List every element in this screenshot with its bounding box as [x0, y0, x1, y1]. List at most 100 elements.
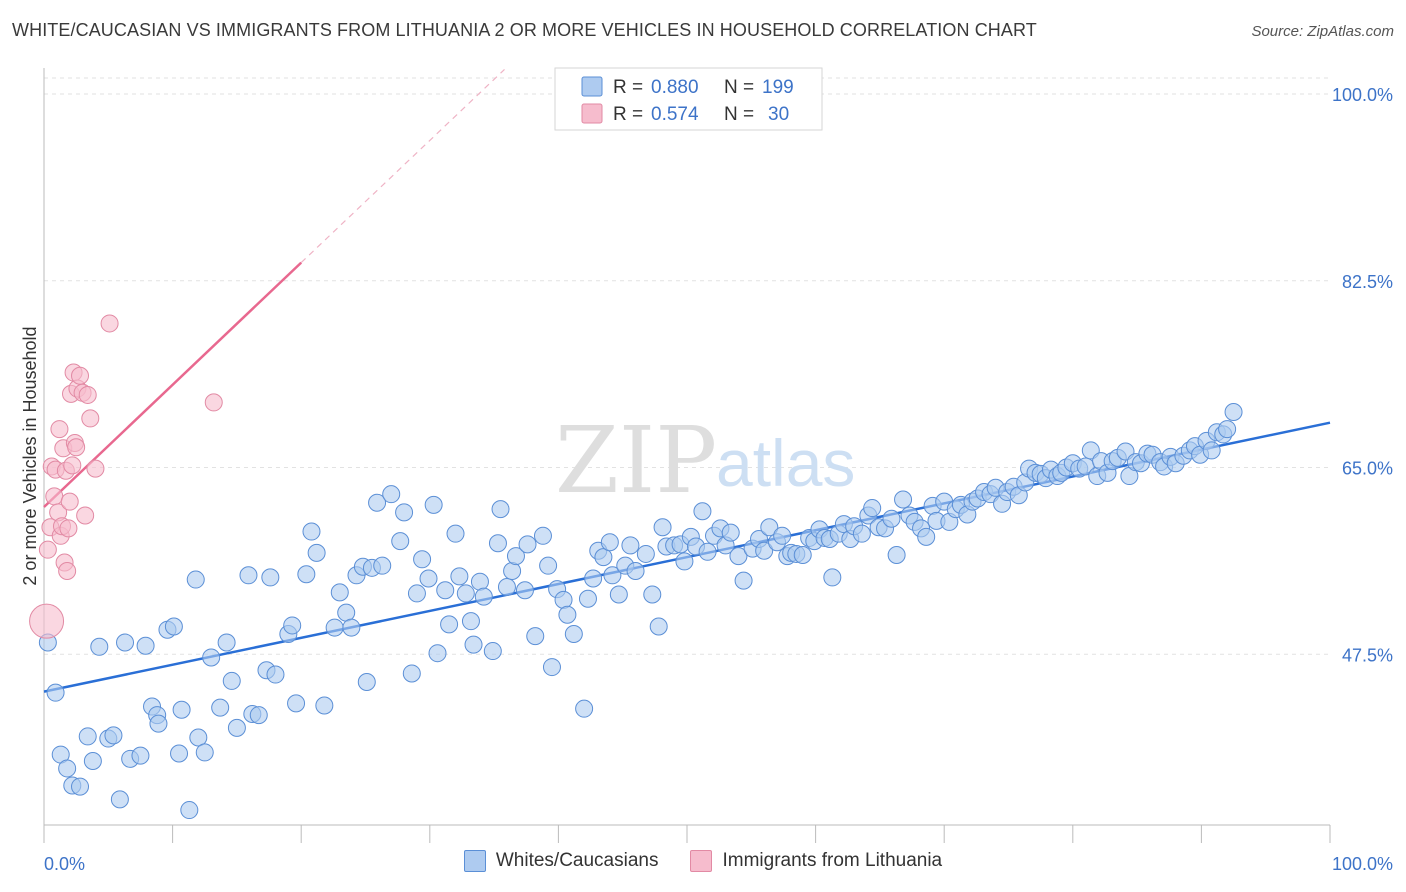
point-whites [83, 751, 102, 770]
point-whites [357, 673, 376, 692]
legend-swatch-blue [581, 76, 603, 97]
point-whites [497, 578, 516, 597]
point-whites [391, 532, 410, 551]
legend-n-label-1: N = [724, 77, 754, 98]
point-whites [419, 569, 438, 588]
point-whites [594, 548, 613, 567]
point-whites [172, 700, 191, 719]
point-whites [46, 683, 65, 702]
point-whites [395, 503, 414, 522]
point-whites [440, 615, 459, 634]
point-whites [653, 518, 672, 537]
tick-labels: 47.5% 65.0% 82.5% 100.0% 0.0% 100.0% [44, 85, 1393, 874]
point-whites [450, 567, 469, 586]
legend-label-lithuania: Immigrants from Lithuania [722, 850, 943, 871]
trend-extension-lithuania [300, 69, 505, 264]
point-whites [698, 542, 717, 561]
point-whites [643, 585, 662, 604]
point-whites [793, 546, 812, 565]
legend-item-whites: Whites/Caucasians [463, 850, 659, 872]
point-whites [373, 556, 392, 575]
point-lithuania [38, 540, 57, 559]
point-lithuania [204, 393, 223, 412]
point-whites [461, 612, 480, 631]
point-whites [575, 699, 594, 718]
point-whites [78, 727, 97, 746]
stats-legend: R = 0.880 N = 199 R = 0.574 N = 30 [554, 67, 823, 131]
point-whites [149, 714, 168, 733]
point-whites [863, 499, 882, 518]
chart-title: WHITE/CAUCASIAN VS IMMIGRANTS FROM LITHU… [12, 20, 1037, 40]
point-whites [266, 665, 285, 684]
point-lithuania [81, 409, 100, 428]
point-whites [609, 585, 628, 604]
y-tick-label: 47.5% [1342, 645, 1393, 665]
point-lithuania [59, 519, 78, 538]
point-whites [195, 743, 214, 762]
point-whites [578, 589, 597, 608]
point-whites [407, 584, 426, 603]
point-whites [1202, 441, 1221, 460]
point-whites [882, 509, 901, 528]
legend-r-value-1: 0.880 [651, 77, 699, 98]
point-whites [558, 605, 577, 624]
axes [43, 68, 1331, 843]
point-whites [307, 543, 326, 562]
point-whites [734, 571, 753, 590]
point-whites [729, 547, 748, 566]
point-lithuania [86, 459, 105, 478]
y-tick-label: 100.0% [1332, 85, 1393, 105]
y-tick-label: 82.5% [1342, 272, 1393, 292]
y-tick-label: 65.0% [1342, 459, 1393, 479]
point-whites [506, 547, 525, 566]
point-whites [261, 568, 280, 587]
point-whites [227, 718, 246, 737]
point-whites [186, 570, 205, 589]
point-whites [136, 636, 155, 655]
point-whites [621, 536, 640, 555]
trend-lines [43, 69, 1331, 693]
point-whites [518, 535, 537, 554]
legend-label-whites: Whites/Caucasians [495, 850, 659, 871]
point-whites [515, 581, 534, 600]
point-whites [342, 618, 361, 637]
point-whites [760, 518, 779, 537]
point-lithuania [45, 487, 64, 506]
point-whites [164, 617, 183, 636]
point-whites [302, 522, 321, 541]
point-whites [693, 502, 712, 521]
point-lithuania [71, 366, 90, 385]
point-whites [503, 562, 522, 581]
point-whites [823, 568, 842, 587]
point-whites [424, 495, 443, 514]
point-whites [539, 556, 558, 575]
point-whites [116, 633, 135, 652]
point-whites [287, 694, 306, 713]
point-lithuania [58, 562, 77, 581]
point-whites [1224, 403, 1243, 422]
point-whites [464, 635, 483, 654]
point-whites [436, 581, 455, 600]
point-whites [533, 526, 552, 545]
legend-item-lithuania: Immigrants from Lithuania [690, 850, 942, 872]
point-whites [636, 544, 655, 563]
legend-r-label-1: R = [613, 77, 643, 98]
point-whites [446, 524, 465, 543]
point-whites [470, 572, 489, 591]
point-lithuania [78, 385, 97, 404]
point-whites [721, 523, 740, 542]
point-whites [402, 664, 421, 683]
legend-n-value-2: 30 [768, 104, 789, 125]
legend-r-value-2: 0.574 [651, 104, 699, 125]
point-whites [755, 541, 774, 560]
point-whites [456, 584, 475, 603]
series-legend: Whites/Caucasians Immigrants from Lithua… [0, 850, 1406, 872]
point-whites [104, 726, 123, 745]
point-whites [202, 648, 221, 667]
source-label: Source: ZipAtlas.com [1251, 23, 1394, 40]
legend-swatch-whites [463, 850, 486, 872]
point-whites [170, 744, 189, 763]
point-whites [211, 698, 230, 717]
legend-n-label-2: N = [724, 104, 754, 125]
zipatlas-watermark: ZIP atlas [555, 407, 855, 514]
